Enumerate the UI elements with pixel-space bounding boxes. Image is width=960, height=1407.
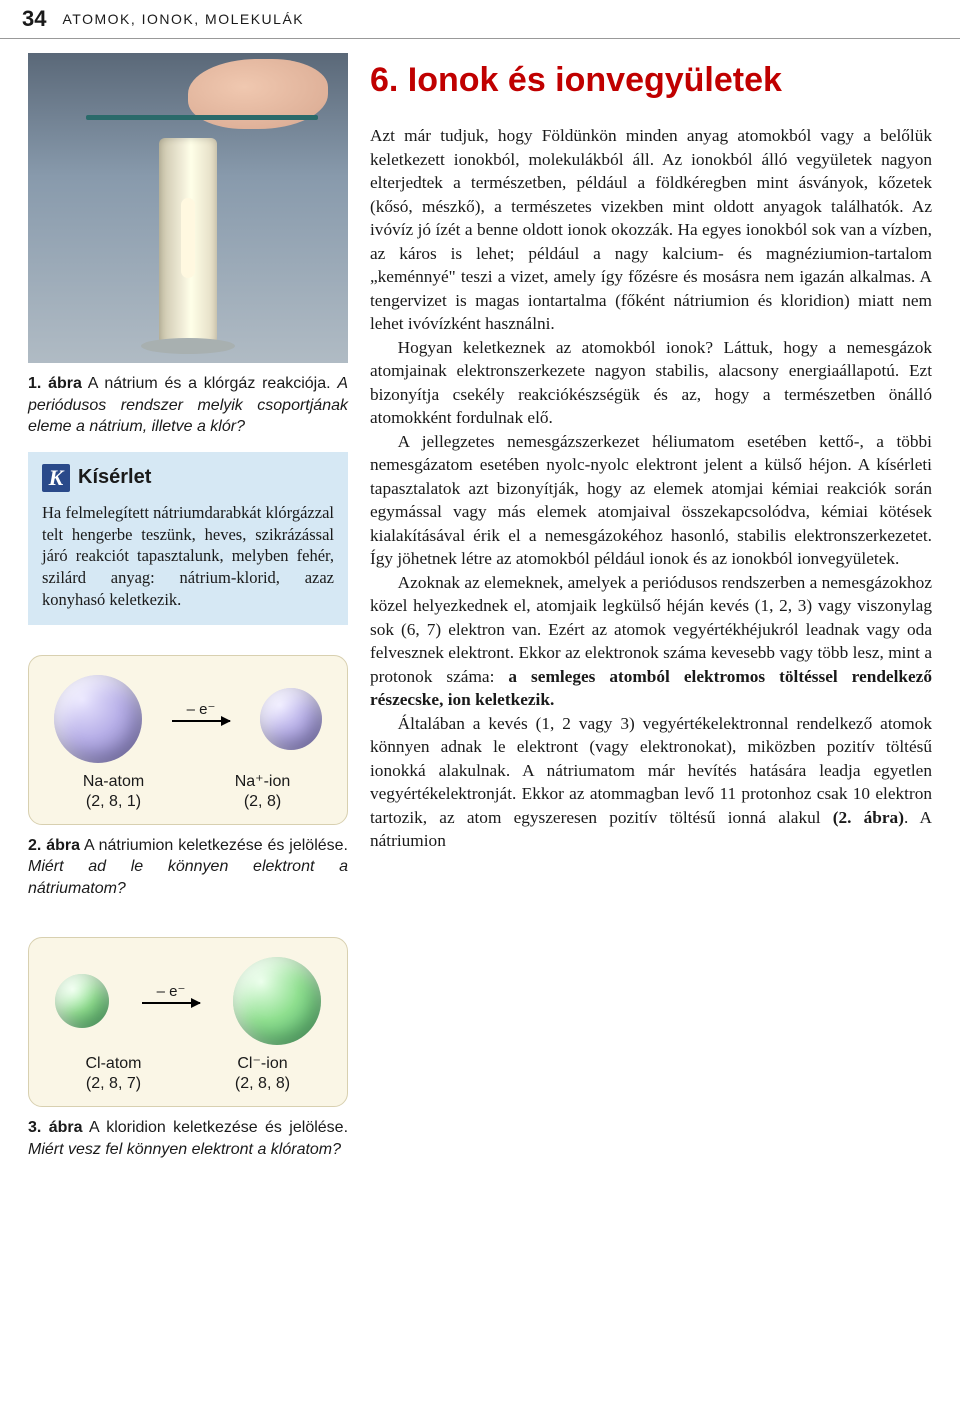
experiment-title: Kísérlet	[78, 466, 151, 489]
cl-atom-sphere	[55, 974, 109, 1028]
fig2-text: A nátriumion keletkezése és jelölése.	[84, 837, 348, 854]
body-text: Azt már tudjuk, hogy Földünkön minden an…	[370, 124, 932, 853]
k-icon: K	[42, 464, 70, 492]
fig3-question: Miért vesz fel könnyen elektront a klóra…	[28, 1141, 341, 1158]
experiment-box: K Kísérlet Ha felmelegített nátriumdarab…	[28, 452, 348, 625]
diagram-3-box: – e⁻ Cl-atom (2, 8, 7) Cl⁻-ion (2, 8, 8)	[28, 937, 348, 1107]
arrow-icon	[142, 1002, 200, 1004]
fig2-label: 2. ábra	[28, 837, 80, 854]
experiment-header: K Kísérlet	[42, 464, 334, 492]
diagram-2-labels: Na-atom (2, 8, 1) Na⁺-ion (2, 8)	[39, 772, 337, 812]
cl-ion-sphere	[233, 957, 321, 1045]
paragraph-2: Hogyan keletkeznek az atomokból ionok? L…	[370, 336, 932, 430]
page-header: 34 ATOMOK, IONOK, MOLEKULÁK	[0, 0, 960, 39]
spacer	[28, 913, 348, 937]
fig3-label: 3. ábra	[28, 1119, 83, 1136]
left-column: 1. ábra A nátrium és a klórgáz reakciója…	[28, 53, 348, 1175]
diagram-3-row: – e⁻	[39, 956, 337, 1046]
figure-3-caption: 3. ábra A kloridion keletkezése és jelöl…	[28, 1117, 348, 1160]
arrow-wrap-2: – e⁻	[172, 700, 230, 722]
figure-1-photo	[28, 53, 348, 363]
content-columns: 1. ábra A nátrium és a klórgáz reakciója…	[0, 53, 960, 1203]
na-atom-label: Na-atom (2, 8, 1)	[64, 772, 164, 812]
figure-2-caption: 2. ábra A nátriumion keletkezése és jelö…	[28, 835, 348, 900]
experiment-body: Ha felmelegített nátriumdarabkát klórgáz…	[42, 502, 334, 611]
fig2-question: Miért ad le könnyen elektront a nátriuma…	[28, 858, 348, 897]
rod-graphic	[86, 115, 318, 120]
arrow-wrap-3: – e⁻	[142, 982, 200, 1004]
fig1-text: A nátrium és a klórgáz reakciója.	[88, 375, 331, 392]
paragraph-3: A jellegzetes nemesgázszerkezet héliumat…	[370, 430, 932, 571]
diagram-2-row: – e⁻	[39, 674, 337, 764]
na-ion-label: Na⁺-ion (2, 8)	[213, 772, 313, 812]
na-atom-sphere	[54, 675, 142, 763]
section-title: 6. Ionok és ionvegyületek	[370, 61, 932, 100]
paragraph-1: Azt már tudjuk, hogy Földünkön minden an…	[370, 124, 932, 336]
figure-1-caption: 1. ábra A nátrium és a klórgáz reakciója…	[28, 373, 348, 438]
fig1-label: 1. ábra	[28, 375, 82, 392]
na-ion-sphere	[260, 688, 322, 750]
arrow-label-3: – e⁻	[157, 982, 186, 1000]
chapter-title: ATOMOK, IONOK, MOLEKULÁK	[62, 11, 304, 27]
arrow-label-2: – e⁻	[187, 700, 216, 718]
right-column: 6. Ionok és ionvegyületek Azt már tudjuk…	[370, 53, 932, 1175]
paragraph-4: Azoknak az elemeknek, amelyek a periódus…	[370, 571, 932, 712]
diagram-2-box: – e⁻ Na-atom (2, 8, 1) Na⁺-ion (2, 8)	[28, 655, 348, 825]
cl-atom-label: Cl-atom (2, 8, 7)	[64, 1054, 164, 1094]
arrow-icon	[172, 720, 230, 722]
cylinder-graphic	[159, 138, 217, 348]
cl-ion-label: Cl⁻-ion (2, 8, 8)	[213, 1054, 313, 1094]
diagram-3-labels: Cl-atom (2, 8, 7) Cl⁻-ion (2, 8, 8)	[39, 1054, 337, 1094]
paragraph-5: Általában a kevés (1, 2 vagy 3) vegyérté…	[370, 712, 932, 853]
page-number: 34	[22, 6, 46, 32]
fig3-text: A kloridion keletkezése és jelölése.	[89, 1119, 348, 1136]
